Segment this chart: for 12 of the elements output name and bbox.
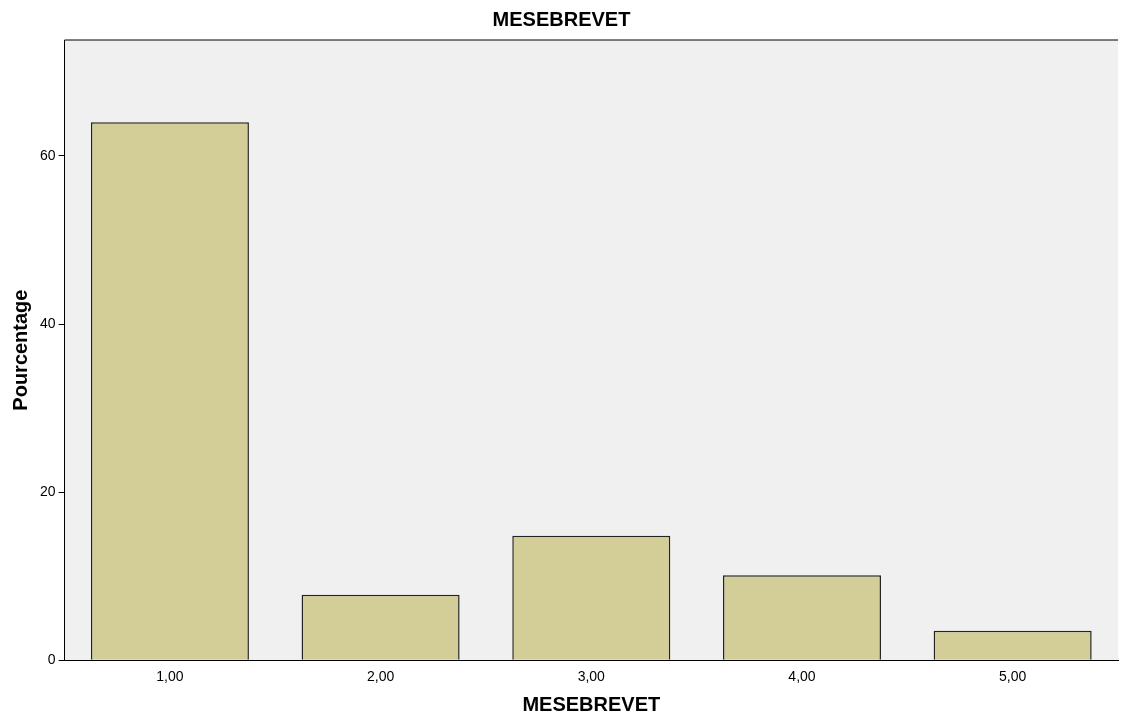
y-tick-label: 60 (39, 146, 56, 163)
y-tick-label: 20 (39, 482, 56, 499)
y-tick-label: 40 (39, 314, 56, 331)
y-axis-title: Pourcentage (8, 289, 31, 411)
x-axis-title: MESEBREVET (522, 692, 661, 715)
x-tick-label: 3,00 (577, 668, 606, 685)
y-tick-label: 0 (47, 651, 56, 668)
x-tick-label: 2,00 (366, 668, 395, 685)
chart-title: MESEBREVET (492, 7, 631, 30)
x-tick-label: 5,00 (999, 668, 1027, 685)
x-tick-label: 1,00 (156, 668, 184, 685)
x-tick-label: 4,00 (788, 668, 816, 685)
